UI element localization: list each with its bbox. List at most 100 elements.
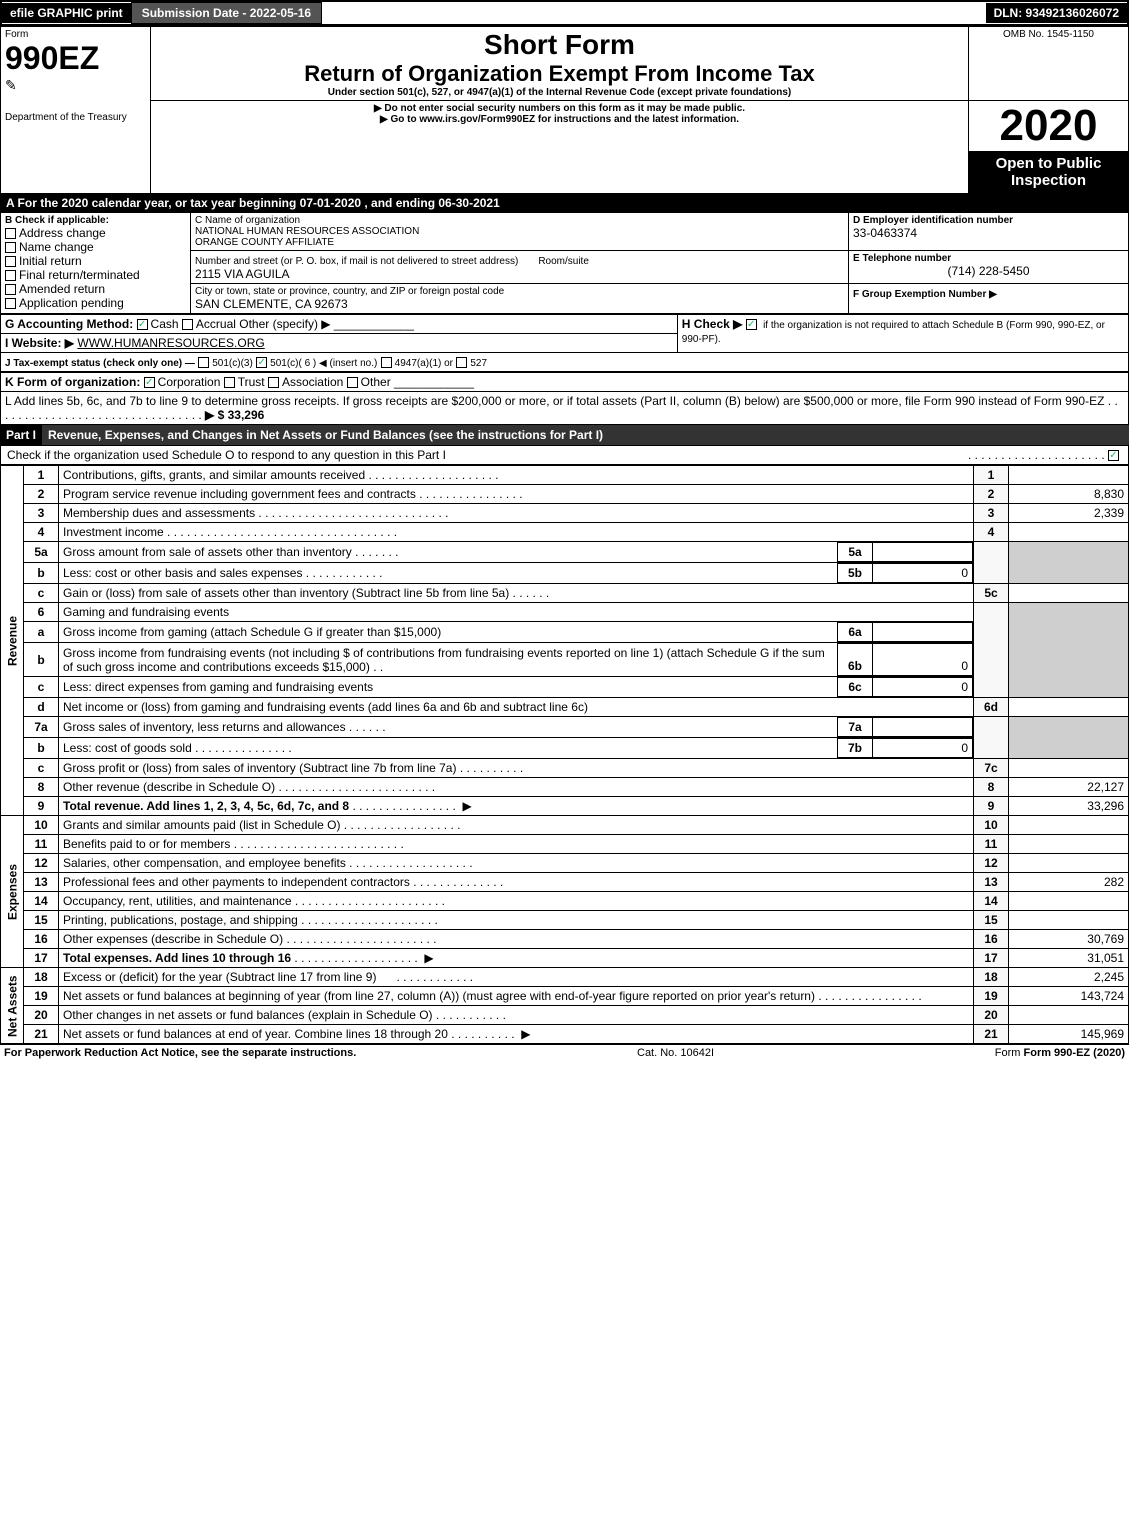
warn-goto[interactable]: ▶ Go to www.irs.gov/Form990EZ for instru… bbox=[155, 114, 964, 125]
b-opt-initial[interactable]: Initial return bbox=[5, 254, 186, 268]
tax-year: 2020 bbox=[969, 101, 1128, 151]
row-7c-desc: Gross profit or (loss) from sales of inv… bbox=[59, 759, 974, 778]
row-18-num: 18 bbox=[24, 968, 59, 987]
i-label: I Website: ▶ bbox=[5, 336, 74, 350]
row-7c-num: c bbox=[24, 759, 59, 778]
j-4947[interactable]: 4947(a)(1) or bbox=[381, 355, 453, 369]
row-7a-desc: Gross sales of inventory, less returns a… bbox=[59, 717, 974, 738]
box-e: E Telephone number (714) 228-5450 bbox=[849, 251, 1129, 284]
city-value: SAN CLEMENTE, CA 92673 bbox=[195, 297, 844, 311]
part1-checkbox[interactable] bbox=[1108, 450, 1119, 461]
row-5c-box: 5c bbox=[974, 584, 1009, 603]
row-11-amt bbox=[1009, 835, 1129, 854]
b-opt-amended[interactable]: Amended return bbox=[5, 282, 186, 296]
b-opt-address[interactable]: Address change bbox=[5, 226, 186, 240]
row-12-desc: Salaries, other compensation, and employ… bbox=[59, 854, 974, 873]
k-trust[interactable]: Trust bbox=[224, 375, 265, 389]
l-text: L Add lines 5b, 6c, and 7b to line 9 to … bbox=[5, 394, 1104, 408]
box-c-name: C Name of organization NATIONAL HUMAN RE… bbox=[191, 213, 849, 251]
row-16-amt: 30,769 bbox=[1009, 930, 1129, 949]
row-6a-iamt bbox=[873, 623, 973, 642]
c-name-label: C Name of organization bbox=[195, 215, 844, 226]
subtitle: Under section 501(c), 527, or 4947(a)(1)… bbox=[155, 87, 964, 98]
vlabel-revenue: Revenue bbox=[1, 466, 24, 816]
row-1-amt bbox=[1009, 466, 1129, 485]
row-19-num: 19 bbox=[24, 987, 59, 1006]
row-9-desc: Total revenue. Add lines 1, 2, 3, 4, 5c,… bbox=[59, 797, 974, 816]
city-label: City or town, state or province, country… bbox=[195, 286, 844, 297]
row-6a-num: a bbox=[24, 622, 59, 643]
row-6c-desc: Less: direct expenses from gaming and fu… bbox=[59, 677, 974, 698]
row-5b-num: b bbox=[24, 563, 59, 584]
row-8-desc: Other revenue (describe in Schedule O) .… bbox=[59, 778, 974, 797]
row-19-desc: Net assets or fund balances at beginning… bbox=[59, 987, 974, 1006]
omb-cell: OMB No. 1545-1150 bbox=[969, 27, 1129, 101]
row-4-box: 4 bbox=[974, 523, 1009, 542]
row-6-graybox bbox=[974, 603, 1009, 698]
k-corp[interactable]: Corporation bbox=[144, 375, 221, 389]
part1-title-wrap: Revenue, Expenses, and Changes in Net As… bbox=[42, 425, 1129, 445]
row-15-desc: Printing, publications, postage, and shi… bbox=[59, 911, 974, 930]
row-6a-ibox: 6a bbox=[838, 623, 873, 642]
row-14-amt bbox=[1009, 892, 1129, 911]
g-other[interactable]: Other (specify) ▶ ____________ bbox=[239, 317, 414, 331]
row-4-num: 4 bbox=[24, 523, 59, 542]
j-527[interactable]: 527 bbox=[456, 355, 487, 369]
box-f: F Group Exemption Number ▶ bbox=[849, 284, 1129, 314]
website-value[interactable]: WWW.HUMANRESOURCES.ORG bbox=[77, 336, 264, 350]
row-17-desc: Total expenses. Add lines 10 through 16 … bbox=[59, 949, 974, 968]
part1-lines: Revenue 1 Contributions, gifts, grants, … bbox=[0, 465, 1129, 1044]
efile-label[interactable]: efile GRAPHIC print bbox=[2, 3, 131, 23]
b-opt-pending[interactable]: Application pending bbox=[5, 296, 186, 310]
k-other[interactable]: Other ____________ bbox=[347, 375, 474, 389]
row-5a-num: 5a bbox=[24, 542, 59, 563]
vlabel-netassets: Net Assets bbox=[1, 968, 24, 1044]
row-21-box: 21 bbox=[974, 1025, 1009, 1044]
row-13-box: 13 bbox=[974, 873, 1009, 892]
row-6d-num: d bbox=[24, 698, 59, 717]
h-label: H Check ▶ bbox=[682, 317, 743, 331]
b-opt-name[interactable]: Name change bbox=[5, 240, 186, 254]
h-checkbox[interactable] bbox=[746, 319, 757, 330]
row-2-num: 2 bbox=[24, 485, 59, 504]
row-5c-num: c bbox=[24, 584, 59, 603]
row-3-amt: 2,339 bbox=[1009, 504, 1129, 523]
row-13-amt: 282 bbox=[1009, 873, 1129, 892]
row-5-graybox bbox=[974, 542, 1009, 584]
row-20-desc: Other changes in net assets or fund bala… bbox=[59, 1006, 974, 1025]
row-6b-num: b bbox=[24, 643, 59, 677]
dept-label: Department of the Treasury bbox=[5, 112, 146, 123]
row-7c-box: 7c bbox=[974, 759, 1009, 778]
row-5a-iamt bbox=[873, 543, 973, 562]
k-assoc[interactable]: Association bbox=[268, 375, 343, 389]
row-2-amt: 8,830 bbox=[1009, 485, 1129, 504]
footer-right: Form Form 990-EZ (2020) bbox=[995, 1047, 1125, 1059]
row-18-desc: Excess or (deficit) for the year (Subtra… bbox=[59, 968, 974, 987]
box-b-title: B Check if applicable: bbox=[5, 215, 186, 226]
row-1-box: 1 bbox=[974, 466, 1009, 485]
row-6-desc: Gaming and fundraising events bbox=[59, 603, 974, 622]
row-12-num: 12 bbox=[24, 854, 59, 873]
part1-checkline-row: Check if the organization used Schedule … bbox=[0, 445, 1129, 465]
row-21-desc: Net assets or fund balances at end of ye… bbox=[59, 1025, 974, 1044]
line-l: L Add lines 5b, 6c, and 7b to line 9 to … bbox=[1, 392, 1129, 425]
box-c-city: City or town, state or province, country… bbox=[191, 284, 849, 314]
row-12-amt bbox=[1009, 854, 1129, 873]
row-6b-desc: Gross income from fundraising events (no… bbox=[59, 643, 974, 677]
row-4-amt bbox=[1009, 523, 1129, 542]
row-16-num: 16 bbox=[24, 930, 59, 949]
g-accrual[interactable]: Accrual bbox=[182, 317, 236, 331]
j-501c[interactable]: 501(c)( 6 ) ◀ (insert no.) bbox=[256, 355, 377, 369]
row-6c-num: c bbox=[24, 677, 59, 698]
line-j: J Tax-exempt status (check only one) — 5… bbox=[1, 353, 1129, 372]
row-20-box: 20 bbox=[974, 1006, 1009, 1025]
g-cash[interactable]: Cash bbox=[137, 317, 179, 331]
line-k: K Form of organization: Corporation Trus… bbox=[1, 373, 1129, 392]
j-501c3[interactable]: 501(c)(3) bbox=[198, 355, 253, 369]
row-13-num: 13 bbox=[24, 873, 59, 892]
row-6-grayamt bbox=[1009, 603, 1129, 698]
row-3-box: 3 bbox=[974, 504, 1009, 523]
f-label: F Group Exemption Number ▶ bbox=[853, 289, 997, 300]
year-cell: 2020 Open to Public Inspection bbox=[969, 101, 1129, 194]
b-opt-final[interactable]: Final return/terminated bbox=[5, 268, 186, 282]
